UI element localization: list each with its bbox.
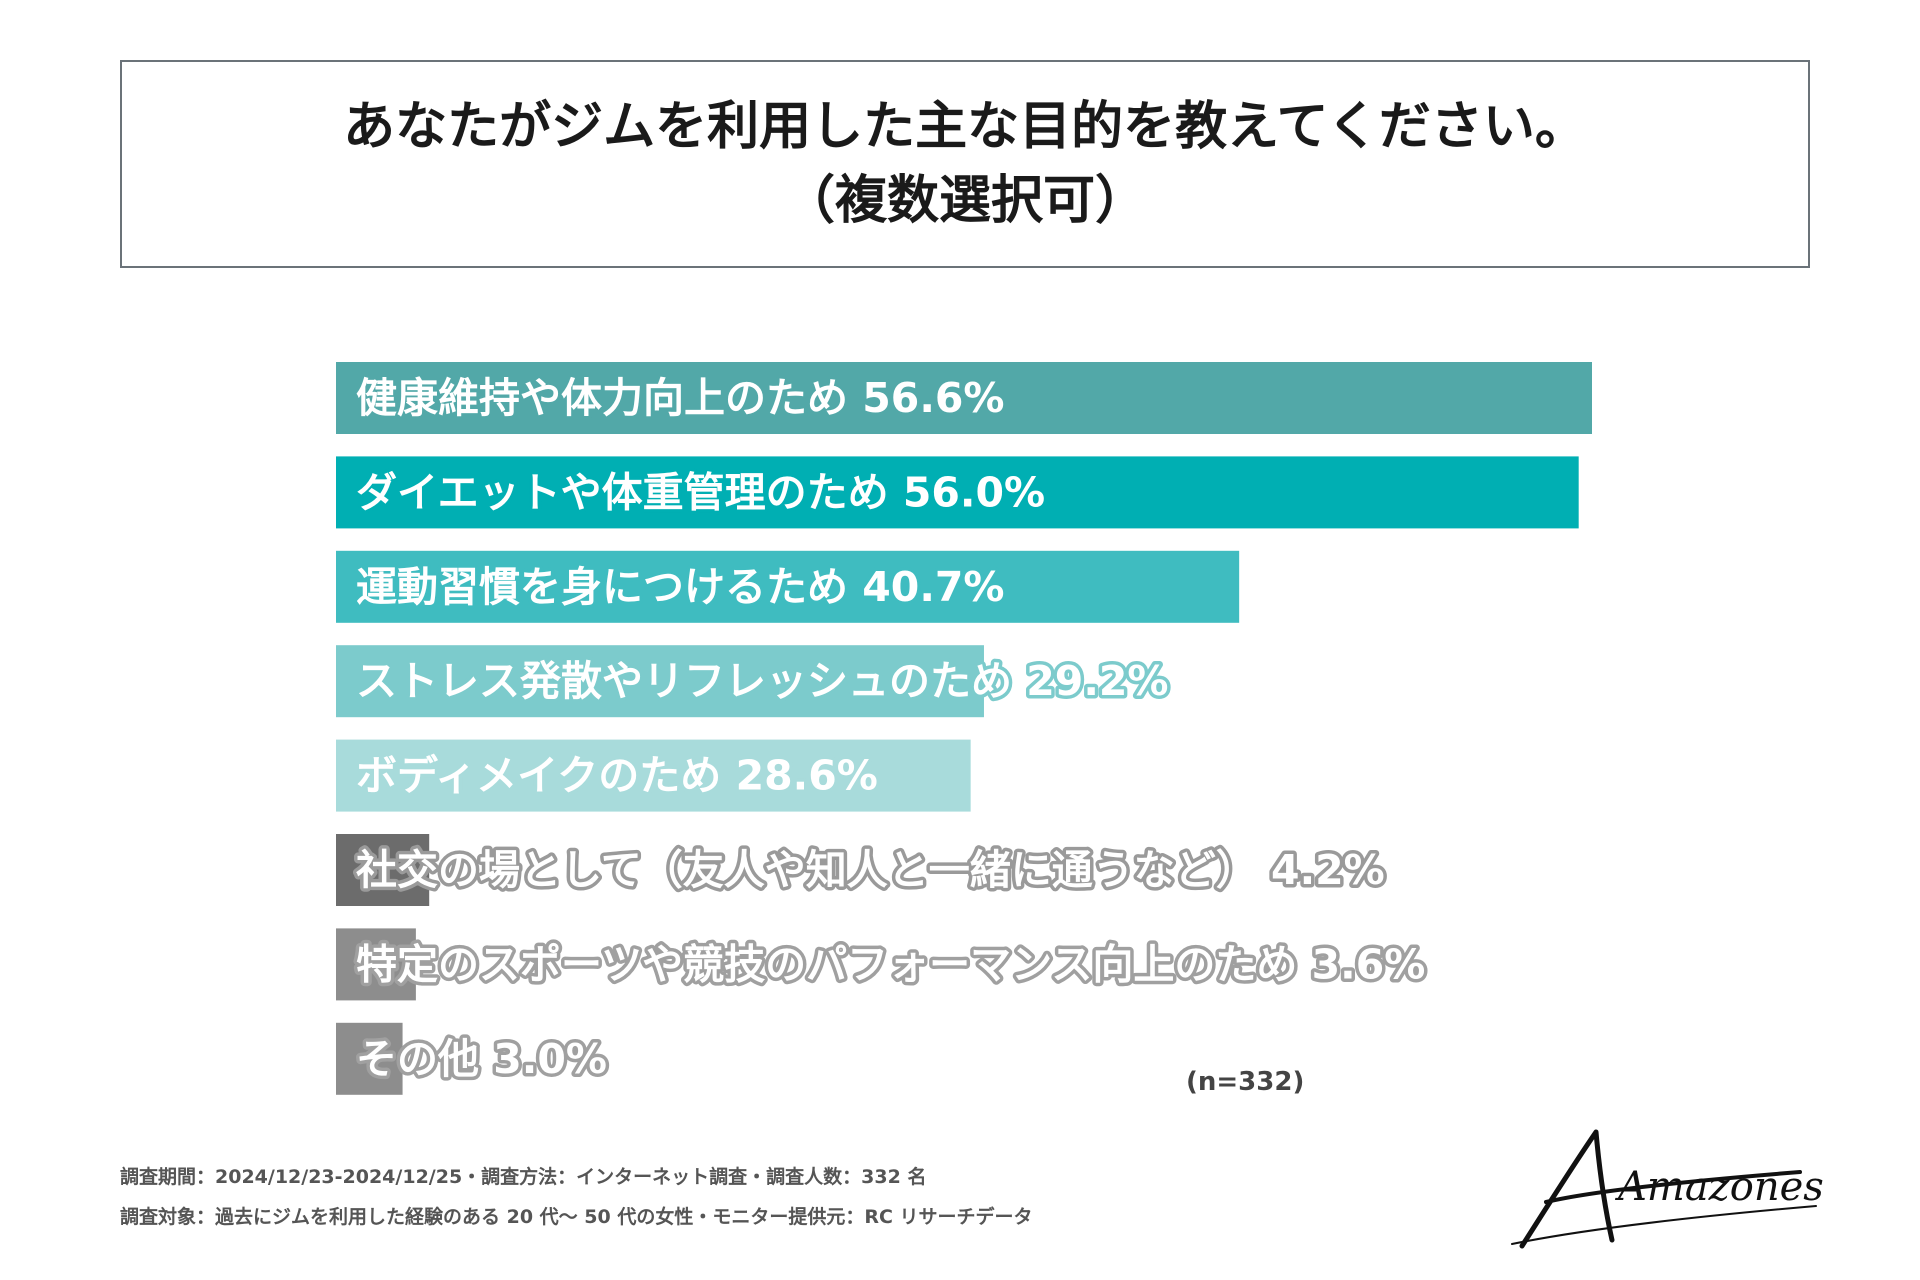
bar-4 (336, 645, 984, 718)
bar-5 (336, 739, 971, 812)
bar-3 (336, 550, 1240, 623)
bar-label-4: ストレス発散やリフレッシュのため 29.2% (356, 657, 1169, 705)
bar-1 (336, 362, 1592, 434)
bar-label-1: 健康維持や体力向上のため 56.6% (356, 374, 1005, 422)
bar-label-2: ダイエットや体重管理のため 56.0% (356, 468, 1045, 516)
bar-label-5: ボディメイクのため 28.6% (356, 752, 878, 800)
brand-logo: Amazones (1511, 1129, 1824, 1249)
title-box: あなたがジムを利用した主な目的を教えてください。 （複数選択可） (120, 60, 1810, 268)
survey-target-note: 調査対象：過去にジムを利用した経験のある 20 代〜 50 代の女性・モニター提… (120, 1206, 1033, 1228)
bar-8 (336, 1022, 403, 1095)
logo-text: Amazones (1614, 1164, 1824, 1210)
bar-label-3: 運動習慣を身につけるため 40.7% (356, 563, 1005, 611)
bar-chart: 健康維持や体力向上のため 56.6% ダイエットや体重管理のため 56.0% 運動習… (336, 362, 1592, 1095)
chart-subtitle: （複数選択可） (782, 171, 1147, 231)
bar-6 (336, 834, 430, 906)
sample-size-note: (n=332) (1186, 1067, 1305, 1097)
bar-label-6: 社交の場として（友人や知人と一緒に通うなど） 4.2% (356, 846, 1385, 894)
bar-2 (336, 456, 1579, 529)
bar-label-8: その他 3.0% (356, 1035, 607, 1083)
bar-label-7: 特定のスポーツや競技のパフォーマンス向上のため 3.6% (356, 940, 1425, 988)
survey-period-note: 調査期間：2024/12/23-2024/12/25・調査方法：インターネット調… (120, 1166, 927, 1188)
chart-title: あなたがジムを利用した主な目的を教えてください。 (343, 97, 1587, 157)
bar-7 (336, 928, 416, 1001)
